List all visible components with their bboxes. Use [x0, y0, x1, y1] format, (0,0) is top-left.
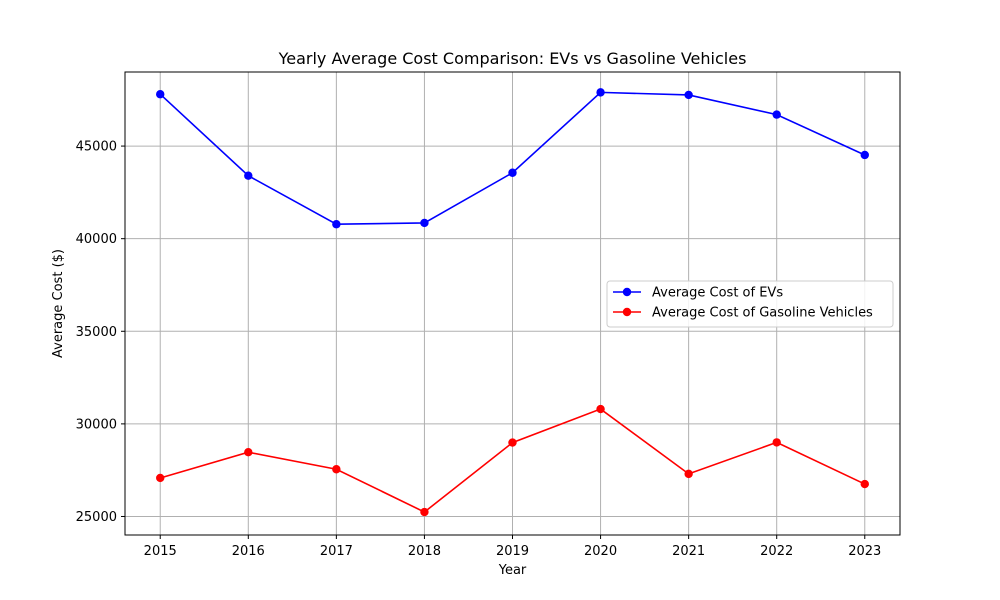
data-point: [420, 507, 429, 517]
legend-marker: [622, 307, 632, 317]
y-tick-label: 35000: [76, 325, 117, 340]
legend: Average Cost of EVs Average Cost of Gasol…: [606, 280, 894, 328]
series-1: [156, 88, 869, 229]
legend-marker: [622, 287, 632, 297]
data-point: [332, 465, 341, 474]
data-point: [508, 438, 517, 447]
series-2: [156, 404, 869, 517]
x-tick-label: 2016: [232, 544, 265, 559]
data-point: [772, 110, 781, 119]
data-point: [684, 469, 693, 479]
x-tick-label: 2018: [408, 544, 441, 559]
y-axis-label: Average Cost ($): [51, 249, 66, 358]
data-point: [420, 218, 429, 228]
data-point: [596, 88, 605, 97]
x-axis-label: Year: [498, 563, 527, 578]
data-point: [244, 171, 253, 180]
data-point: [684, 90, 693, 100]
y-tick-label: 30000: [76, 417, 117, 432]
data-point: [244, 448, 253, 457]
legend-label: Average Cost of Gasoline Vehicles: [652, 306, 873, 321]
y-tick-label: 40000: [76, 232, 117, 247]
legend-item: Average Cost of Gasoline Vehicles: [613, 306, 873, 321]
data-point: [156, 90, 165, 99]
x-tick-label: 2017: [320, 544, 353, 559]
data-point: [860, 150, 869, 160]
data-point: [332, 220, 341, 229]
data-point: [772, 438, 781, 447]
data-point: [508, 168, 517, 177]
legend-item: Average Cost of EVs: [613, 286, 783, 301]
y-tick-label: 45000: [76, 140, 117, 155]
x-tick-label: 2021: [672, 544, 705, 559]
legend-label: Average Cost of EVs: [652, 286, 783, 301]
x-tick-label: 2023: [848, 544, 881, 559]
x-tick-label: 2019: [496, 544, 529, 559]
x-tick-label: 2020: [584, 544, 617, 559]
chart-title: Yearly Average Cost Comparison: EVs vs G…: [278, 49, 747, 68]
y-tick-label: 25000: [76, 510, 117, 525]
x-tick-label: 2015: [144, 544, 177, 559]
y-axis-ticks: 25000 30000 35000 40000 45000: [76, 140, 125, 525]
data-point: [860, 479, 869, 489]
series-layer: [156, 88, 869, 517]
legend-box: [606, 280, 894, 328]
x-tick-label: 2022: [760, 544, 793, 559]
data-point: [156, 473, 165, 483]
grid-lines: [125, 72, 900, 535]
plot-frame: [124, 71, 901, 536]
data-point: [596, 404, 605, 414]
x-axis-ticks: 2015 2016 2017 2018 2019 2020 2021 2022 2023: [144, 535, 881, 559]
